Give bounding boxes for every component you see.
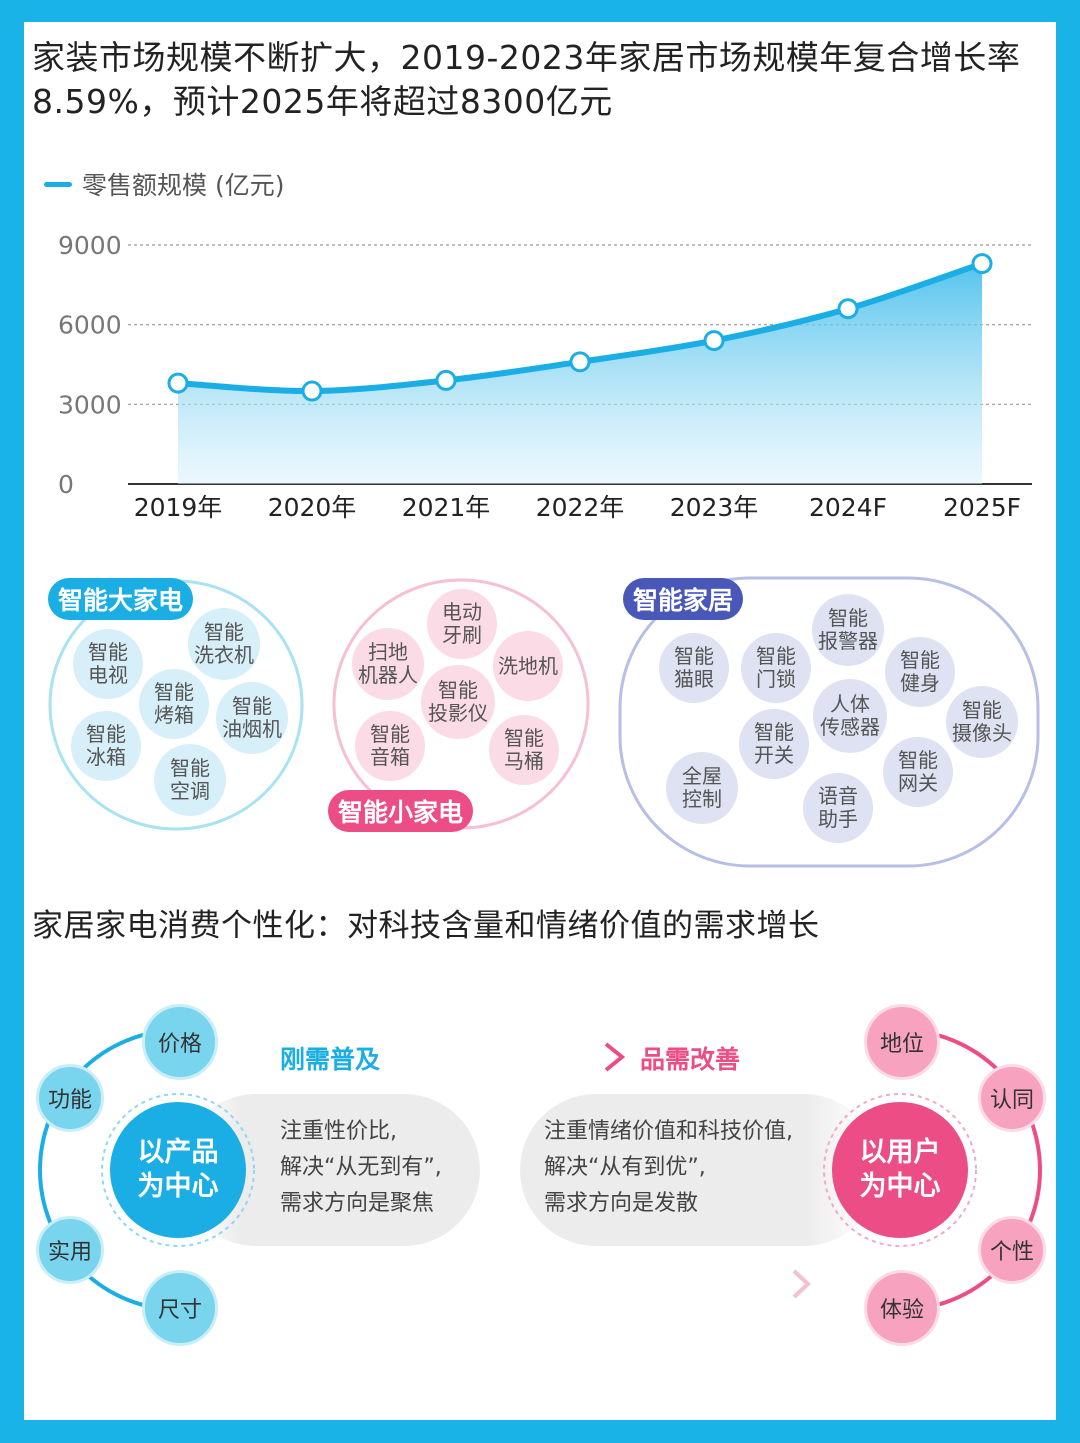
bubble-gateway: 智能 网关 bbox=[883, 737, 953, 807]
bottom-arrow-head bbox=[792, 1269, 811, 1299]
tag-big-appliance: 智能大家电 bbox=[48, 578, 194, 620]
node-experience: 体验 bbox=[864, 1270, 940, 1346]
top-arrow-head bbox=[604, 1042, 626, 1072]
bubble-toothbrush: 电动 牙刷 bbox=[427, 589, 497, 659]
y-tick-label: 6000 bbox=[58, 311, 122, 340]
node-size: 尺寸 bbox=[142, 1270, 218, 1346]
x-tick-label: 2021年 bbox=[402, 493, 491, 522]
left-desc-line: 解决“从无到有”, bbox=[280, 1155, 442, 1180]
right-desc-line: 注重情绪价值和科技价值, bbox=[544, 1119, 793, 1144]
node-price: 价格 bbox=[142, 1004, 218, 1080]
left-arc bbox=[38, 1028, 181, 1312]
node-status: 地位 bbox=[864, 1004, 940, 1080]
x-tick-label: 2020年 bbox=[268, 493, 357, 522]
data-point bbox=[301, 380, 323, 402]
section2-title: 家居家电消费个性化：对科技含量和情绪价值的需求增长 bbox=[32, 908, 820, 944]
y-tick-label: 0 bbox=[58, 470, 74, 499]
left-pill bbox=[180, 1094, 480, 1246]
x-tick-label: 2022年 bbox=[536, 493, 625, 522]
node-identity: 认同 bbox=[978, 1064, 1046, 1132]
bubble-toilet: 智能 马桶 bbox=[489, 715, 559, 785]
bubble-fitness: 智能 健身 bbox=[885, 637, 955, 707]
tag-smart-home: 智能家居 bbox=[623, 578, 744, 620]
node-function: 功能 bbox=[36, 1064, 104, 1132]
left-description: 注重性价比, 解决“从无到有”, 需求方向是聚焦 bbox=[280, 1114, 442, 1222]
left-desc-line: 注重性价比, bbox=[280, 1119, 397, 1144]
left-hub-ring bbox=[101, 1093, 255, 1247]
bubble-switch: 智能 开关 bbox=[739, 709, 809, 779]
consumption-flow-diagram bbox=[38, 1028, 1042, 1312]
legend-label: 零售额规模 (亿元) bbox=[82, 171, 285, 200]
chart-legend: 零售额规模 (亿元) bbox=[44, 166, 284, 202]
data-point bbox=[167, 372, 189, 394]
right-desc-line: 解决“从有到优”, bbox=[544, 1155, 706, 1180]
bubble-alarm: 智能 报警器 bbox=[812, 594, 884, 666]
left-hub: 以产品 为中心 bbox=[110, 1102, 246, 1238]
bubble-tv: 智能 电视 bbox=[73, 629, 143, 699]
right-description: 注重情绪价值和科技价值, 解决“从有到优”, 需求方向是发散 bbox=[544, 1114, 793, 1222]
bubble-lock: 智能 门锁 bbox=[741, 633, 811, 703]
bubble-voice: 语音 助手 bbox=[803, 773, 873, 843]
bubble-peephole: 智能 猫眼 bbox=[659, 633, 729, 703]
node-personality: 个性 bbox=[978, 1216, 1046, 1284]
bubble-projector: 智能 投影仪 bbox=[421, 665, 495, 739]
bubble-robot: 扫地 机器人 bbox=[352, 628, 424, 700]
data-point bbox=[971, 253, 993, 275]
retail-scale-chart: 2019年 2020年 2021年 2022年 2023年 2024F 2025F 0 300… bbox=[58, 231, 1032, 522]
data-point bbox=[837, 298, 859, 320]
tag-small-appliance: 智能小家电 bbox=[328, 790, 474, 832]
legend-swatch bbox=[44, 181, 72, 187]
right-pill bbox=[520, 1094, 880, 1246]
flow-right-label: 品需改善 bbox=[640, 1045, 741, 1074]
page-title: 家装市场规模不断扩大，2019-2023年家居市场规模年复合增长率8.59%，预… bbox=[32, 38, 1021, 121]
right-hub: 以用户 为中心 bbox=[832, 1102, 968, 1238]
right-arc bbox=[899, 1028, 1042, 1312]
bubble-washer: 智能 洗衣机 bbox=[188, 608, 260, 680]
left-desc-line: 需求方向是聚焦 bbox=[280, 1191, 435, 1216]
bubble-oven: 智能 烤箱 bbox=[139, 669, 209, 739]
right-hub-label: 以用户 为中心 bbox=[859, 1137, 941, 1202]
y-tick-label: 3000 bbox=[58, 390, 122, 419]
bubble-mopper: 洗地机 bbox=[493, 631, 563, 701]
flow-left-label: 刚需普及 bbox=[280, 1045, 381, 1074]
x-tick-label: 2025F bbox=[943, 493, 1021, 522]
x-tick-label: 2019年 bbox=[134, 493, 223, 522]
bubble-ac: 智能 空调 bbox=[154, 744, 226, 816]
right-desc-line: 需求方向是发散 bbox=[544, 1191, 699, 1216]
data-point bbox=[435, 369, 457, 391]
left-hub-label: 以产品 为中心 bbox=[137, 1137, 219, 1202]
data-point bbox=[569, 351, 591, 373]
node-practical: 实用 bbox=[36, 1216, 104, 1284]
bubble-hood: 智能 油烟机 bbox=[216, 682, 288, 754]
bubble-wholehouse: 全屋 控制 bbox=[666, 752, 738, 824]
bubble-speaker: 智能 音箱 bbox=[355, 711, 425, 781]
data-point bbox=[703, 330, 725, 352]
series-area bbox=[178, 263, 982, 484]
bubble-sensor: 人体 传感器 bbox=[813, 679, 887, 753]
x-tick-label: 2023年 bbox=[670, 493, 759, 522]
bubble-camera: 智能 摄像头 bbox=[946, 686, 1018, 758]
y-tick-label: 9000 bbox=[58, 231, 122, 260]
right-hub-ring bbox=[823, 1093, 977, 1247]
bubble-fridge: 智能 冰箱 bbox=[71, 711, 141, 781]
x-tick-label: 2024F bbox=[809, 493, 887, 522]
